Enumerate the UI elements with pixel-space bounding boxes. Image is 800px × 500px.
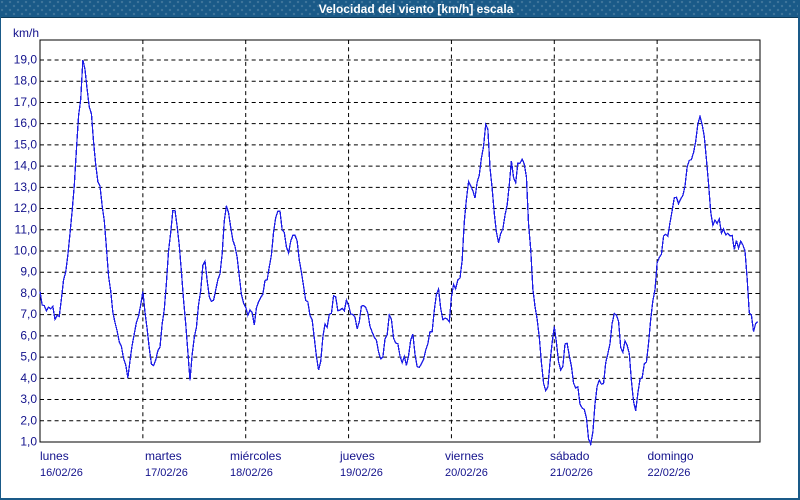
svg-text:10,0: 10,0 [14,244,38,258]
svg-text:2,0: 2,0 [20,413,37,427]
svg-text:viernes: viernes [445,449,484,463]
svg-text:22/02/26: 22/02/26 [648,467,691,479]
svg-text:1,0: 1,0 [20,435,37,449]
svg-text:15,0: 15,0 [14,137,38,151]
svg-text:9,0: 9,0 [20,265,37,279]
svg-text:17,0: 17,0 [14,95,38,109]
svg-text:18,0: 18,0 [14,74,38,88]
svg-text:lunes: lunes [40,449,69,463]
svg-text:5,0: 5,0 [20,350,37,364]
svg-text:16/02/26: 16/02/26 [40,467,83,479]
svg-text:21/02/26: 21/02/26 [550,467,593,479]
svg-text:20/02/26: 20/02/26 [445,467,488,479]
svg-text:domingo: domingo [648,449,694,463]
svg-text:jueves: jueves [339,449,375,463]
svg-text:sábado: sábado [550,449,590,463]
svg-text:18/02/26: 18/02/26 [230,467,273,479]
svg-text:miércoles: miércoles [230,449,281,463]
svg-text:13,0: 13,0 [14,180,38,194]
svg-text:martes: martes [145,449,182,463]
svg-text:19,0: 19,0 [14,53,38,67]
svg-text:16,0: 16,0 [14,116,38,130]
svg-text:14,0: 14,0 [14,159,38,173]
svg-text:3,0: 3,0 [20,392,37,406]
svg-text:8,0: 8,0 [20,286,37,300]
svg-text:12,0: 12,0 [14,201,38,215]
svg-text:11,0: 11,0 [15,222,38,236]
svg-text:17/02/26: 17/02/26 [145,467,188,479]
svg-text:6,0: 6,0 [20,328,37,342]
svg-text:km/h: km/h [13,26,39,40]
svg-text:4,0: 4,0 [20,371,37,385]
svg-text:7,0: 7,0 [20,307,37,321]
svg-text:19/02/26: 19/02/26 [340,467,383,479]
